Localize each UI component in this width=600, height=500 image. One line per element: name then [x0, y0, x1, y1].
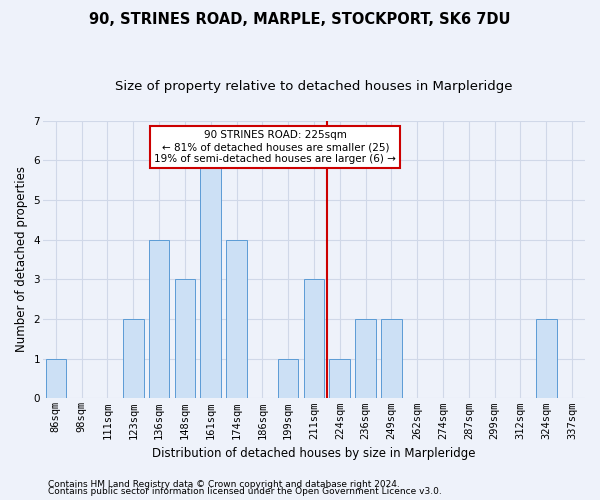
Bar	[46, 358, 66, 399]
Title: Size of property relative to detached houses in Marpleridge: Size of property relative to detached ho…	[115, 80, 513, 93]
Bar	[123, 319, 143, 398]
Bar	[355, 319, 376, 398]
Text: Contains HM Land Registry data © Crown copyright and database right 2024.: Contains HM Land Registry data © Crown c…	[48, 480, 400, 489]
Bar	[381, 319, 402, 398]
Bar	[175, 280, 195, 398]
Bar	[329, 358, 350, 399]
Y-axis label: Number of detached properties: Number of detached properties	[15, 166, 28, 352]
Bar	[226, 240, 247, 398]
X-axis label: Distribution of detached houses by size in Marpleridge: Distribution of detached houses by size …	[152, 447, 476, 460]
Text: 90, STRINES ROAD, MARPLE, STOCKPORT, SK6 7DU: 90, STRINES ROAD, MARPLE, STOCKPORT, SK6…	[89, 12, 511, 28]
Bar	[278, 358, 298, 399]
Bar	[200, 160, 221, 398]
Text: Contains public sector information licensed under the Open Government Licence v3: Contains public sector information licen…	[48, 487, 442, 496]
Text: 90 STRINES ROAD: 225sqm
← 81% of detached houses are smaller (25)
19% of semi-de: 90 STRINES ROAD: 225sqm ← 81% of detache…	[154, 130, 396, 164]
Bar	[536, 319, 557, 398]
Bar	[149, 240, 169, 398]
Bar	[304, 280, 325, 398]
